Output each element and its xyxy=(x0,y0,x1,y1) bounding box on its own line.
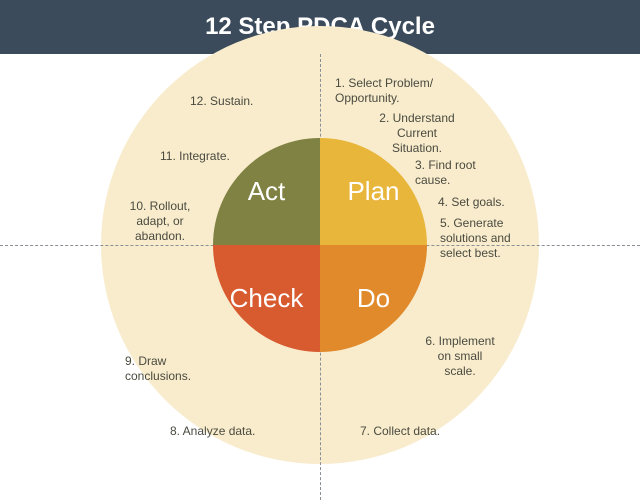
step-8: 8. Analyze data. xyxy=(170,424,300,439)
step-5: 5. Generate solutions and select best. xyxy=(440,216,540,261)
step-7: 7. Collect data. xyxy=(360,424,490,439)
step-3: 3. Find root cause. xyxy=(415,158,515,188)
pdca-stage: 12 Step PDCA Cycle Act Plan Check Do 1. … xyxy=(0,0,640,500)
step-6: 6. Implement on small scale. xyxy=(410,334,510,379)
step-11: 11. Integrate. xyxy=(160,149,280,164)
step-9: 9. Draw conclusions. xyxy=(125,354,225,384)
step-12: 12. Sustain. xyxy=(190,94,310,109)
step-10: 10. Rollout, adapt, or abandon. xyxy=(110,199,210,244)
step-4: 4. Set goals. xyxy=(438,195,538,210)
step-1: 1. Select Problem/ Opportunity. xyxy=(335,76,465,106)
steps-layer: 1. Select Problem/ Opportunity. 2. Unders… xyxy=(0,54,640,500)
diagram-area: Act Plan Check Do 1. Select Problem/ Opp… xyxy=(0,54,640,500)
step-2: 2. Understand Current Situation. xyxy=(362,111,472,156)
